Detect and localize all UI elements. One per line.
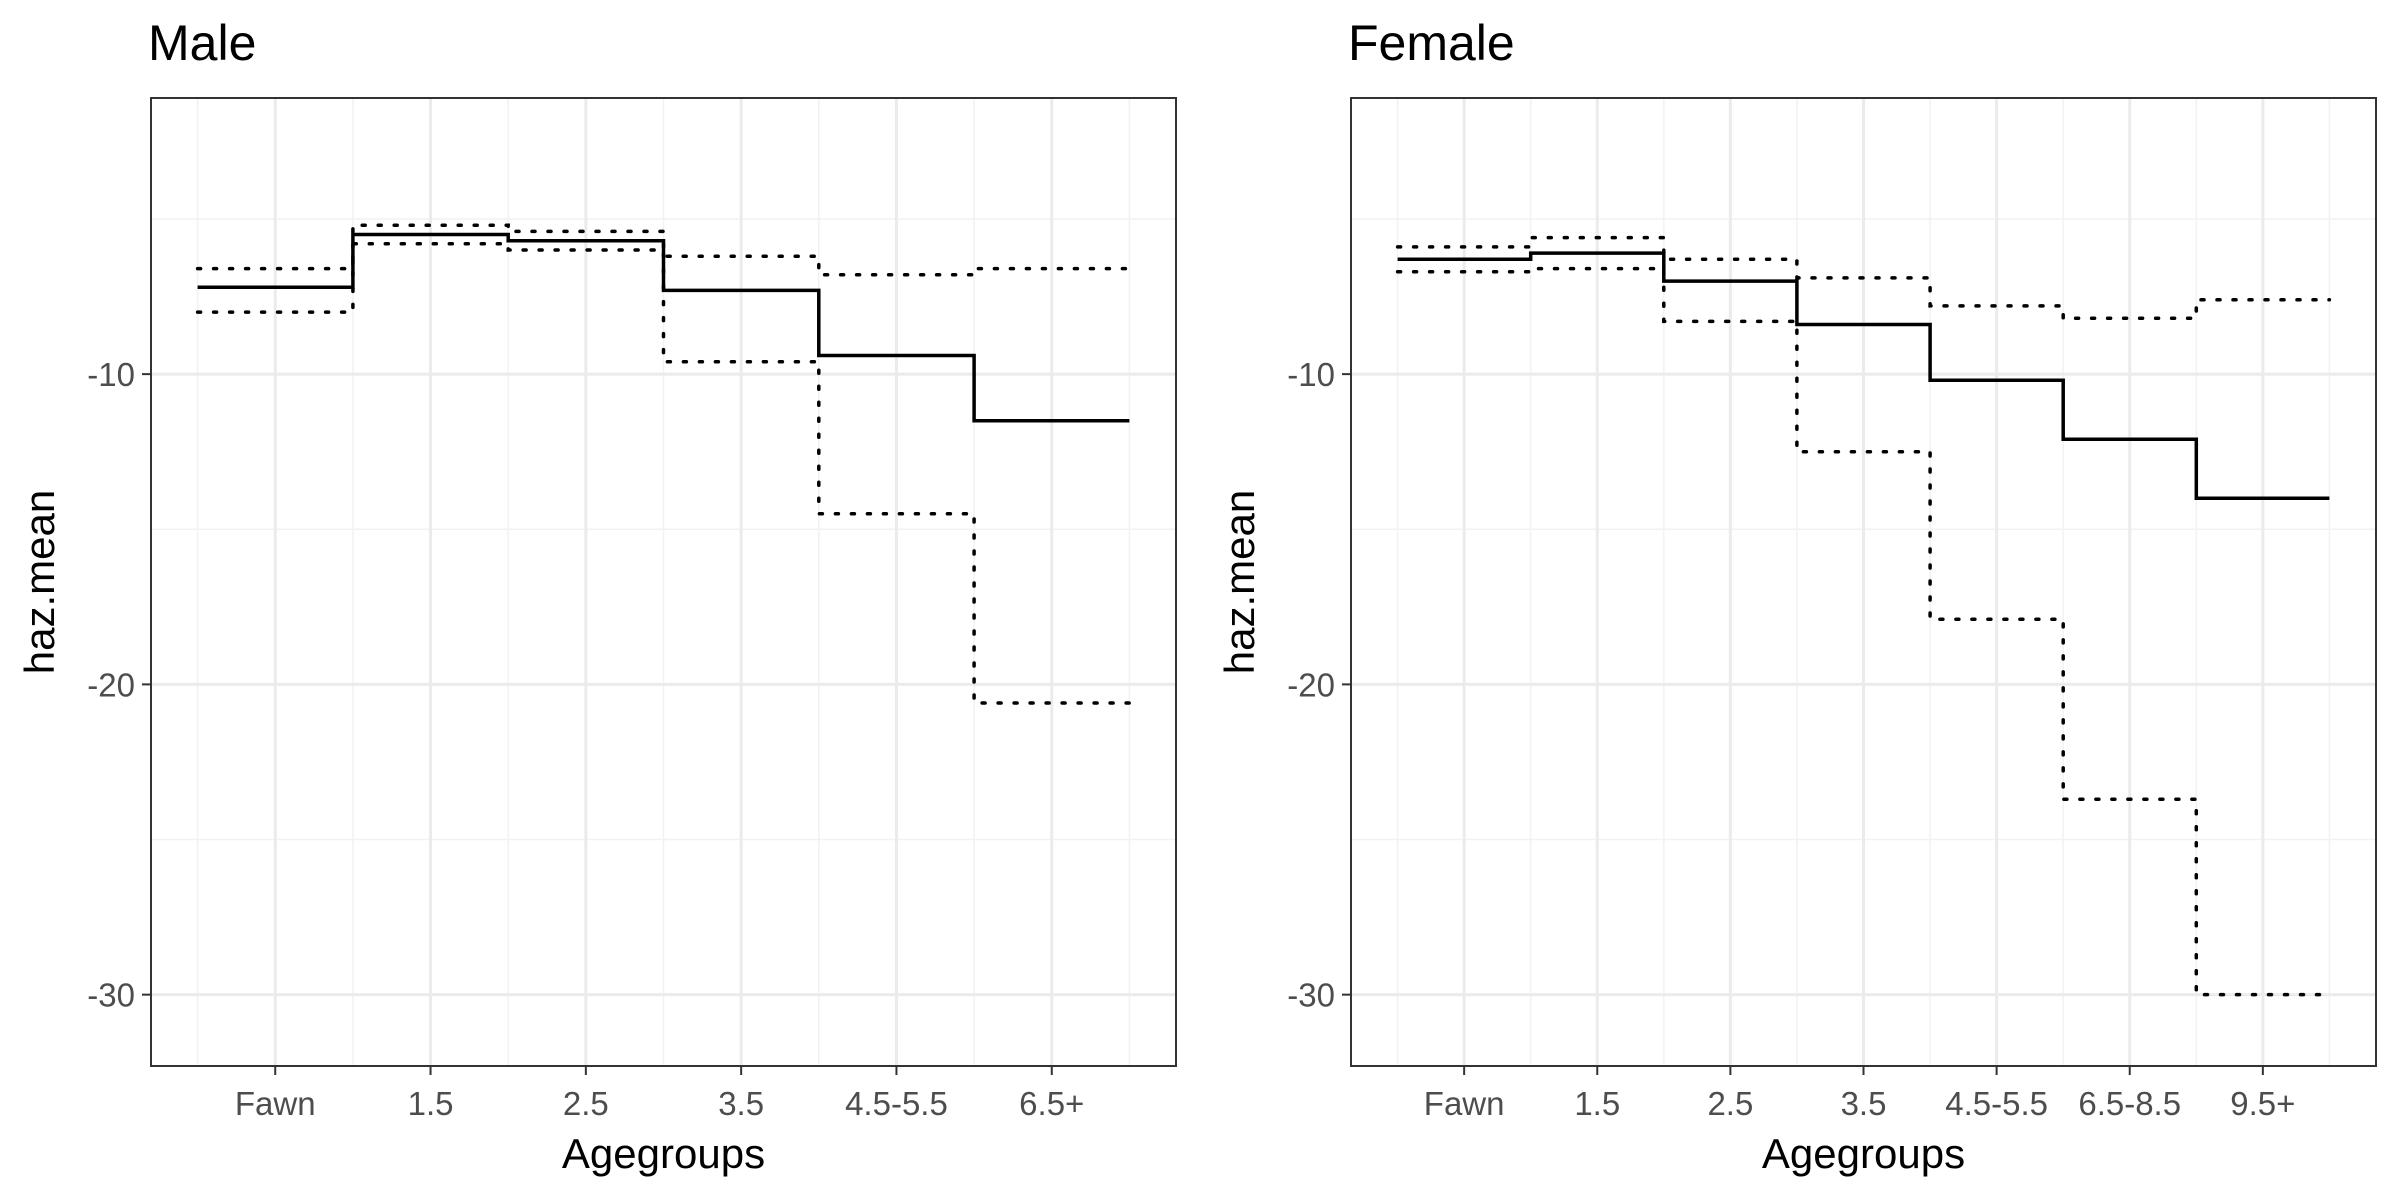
panel-title: Male xyxy=(148,15,256,71)
series-upper-line xyxy=(195,223,1132,277)
x-axis-title: Agegroups xyxy=(562,1130,765,1177)
series-lower-line xyxy=(195,242,1132,705)
y-tick-label: -10 xyxy=(1287,356,1335,393)
y-axis-title: haz.mean xyxy=(16,490,63,674)
x-tick-label: 3.5 xyxy=(1841,1085,1887,1122)
x-tick-label: 6.5-8.5 xyxy=(2078,1085,2181,1122)
female-panel: -30 -20 -10 Fawn 1.5 2.5 3.5 4.5-5.5 6.5-8.5 9.5+… xyxy=(1216,15,2377,1177)
y-tick-label: -20 xyxy=(1287,666,1335,703)
panel-border xyxy=(150,97,1177,1067)
y-axis-title: haz.mean xyxy=(1216,490,1263,674)
y-tick-label: -30 xyxy=(1287,977,1335,1014)
x-tick-label: 9.5+ xyxy=(2230,1085,2295,1122)
x-tick-label: 1.5 xyxy=(1574,1085,1620,1122)
male-panel: -30 -20 -10 Fawn 1.5 2.5 3.5 4.5-5.5 6.5+ Agegrou… xyxy=(16,15,1177,1177)
series-mean-line xyxy=(1397,251,2330,500)
x-tick-label: 3.5 xyxy=(718,1085,764,1122)
x-tick-label: Fawn xyxy=(235,1085,316,1122)
x-tick-label: 1.5 xyxy=(408,1085,454,1122)
panel-title: Female xyxy=(1348,15,1515,71)
x-tick-label: 4.5-5.5 xyxy=(1945,1085,2048,1122)
x-axis-title: Agegroups xyxy=(1762,1130,1965,1177)
x-tick-label: 2.5 xyxy=(1707,1085,1753,1122)
y-tick-label: -10 xyxy=(87,356,135,393)
x-tick-label: 6.5+ xyxy=(1019,1085,1084,1122)
x-tick-label: 4.5-5.5 xyxy=(845,1085,948,1122)
x-tick-label: Fawn xyxy=(1424,1085,1505,1122)
y-tick-label: -20 xyxy=(87,666,135,703)
series-lower-line xyxy=(1395,266,2332,997)
x-tick-label: 2.5 xyxy=(563,1085,609,1122)
y-tick-label: -30 xyxy=(87,977,135,1014)
series-upper-line xyxy=(1395,235,2332,321)
